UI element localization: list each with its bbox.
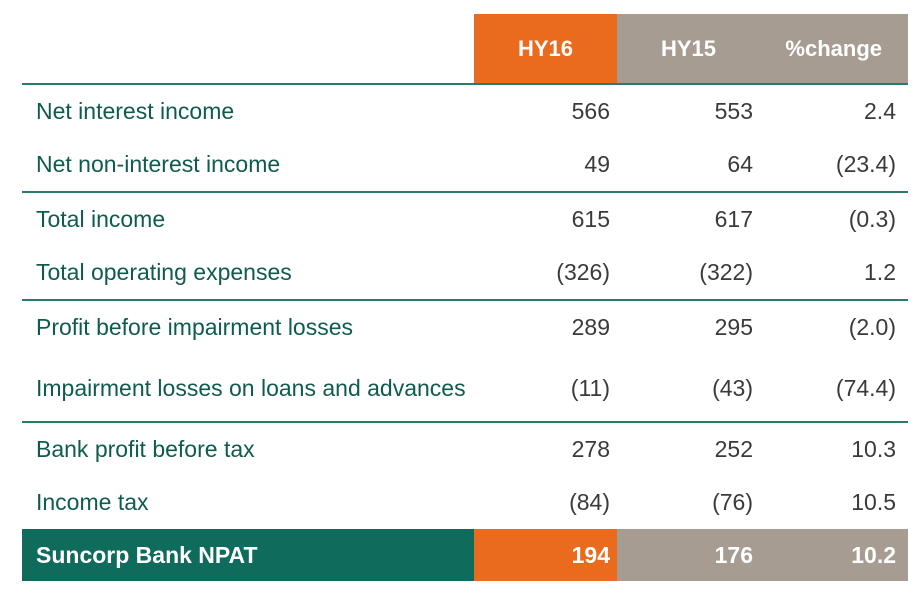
total-change: 10.2: [760, 529, 908, 581]
header-row: HY16 HY15 %change: [22, 14, 908, 85]
row-hy15: (43): [712, 374, 753, 401]
row-label: Income tax: [36, 489, 149, 515]
row-hy16: (84): [569, 489, 610, 515]
total-label: Suncorp Bank NPAT: [22, 529, 474, 581]
row-hy15: 617: [617, 191, 760, 246]
npat-table: HY16 HY15 %change Net interest income 56…: [22, 14, 908, 581]
row-hy16: 278: [474, 421, 617, 476]
row-hy15: (322): [699, 259, 753, 285]
row-label: Bank profit before tax: [22, 421, 474, 476]
row-label: Total operating expenses: [36, 259, 292, 285]
row-hy15: 252: [617, 421, 760, 476]
total-row: Suncorp Bank NPAT 194 176 10.2: [22, 529, 908, 581]
row-label: Profit before impairment losses: [22, 299, 474, 354]
table-row: Net non-interest income 49 64 (23.4): [22, 138, 908, 192]
table-row: Income tax (84) (76) 10.5: [22, 476, 908, 529]
table-row: Total operating expenses (326) (322) 1.2: [22, 246, 908, 300]
row-hy15: 64: [727, 151, 753, 177]
row-change: 10.5: [851, 489, 896, 515]
header-blank: [22, 14, 474, 85]
row-hy15: 295: [617, 299, 760, 354]
row-hy15: 553: [714, 98, 753, 124]
table-row: Profit before impairment losses 289 295 …: [22, 299, 908, 354]
row-label: Impairment losses on loans and advances: [36, 374, 466, 401]
row-hy16: (326): [556, 259, 610, 285]
row-change: (2.0): [760, 299, 908, 354]
table-row: Impairment losses on loans and advances …: [22, 354, 908, 422]
row-change: 2.4: [864, 98, 896, 124]
row-change: (0.3): [760, 191, 908, 246]
row-change: 10.3: [760, 421, 908, 476]
row-change: (74.4): [835, 374, 896, 401]
row-label: Net interest income: [36, 98, 235, 124]
table-row: Net interest income 566 553 2.4: [22, 84, 908, 138]
row-change: 1.2: [864, 259, 896, 285]
total-hy15: 176: [617, 529, 760, 581]
table-row: Bank profit before tax 278 252 10.3: [22, 421, 908, 476]
row-hy16: 566: [571, 98, 610, 124]
header-hy16: HY16: [474, 14, 617, 85]
row-hy16: (11): [570, 374, 610, 401]
total-hy16: 194: [474, 529, 617, 581]
row-label: Net non-interest income: [36, 151, 281, 177]
row-label: Total income: [22, 191, 474, 246]
row-hy16: 289: [474, 299, 617, 354]
row-change: (23.4): [835, 151, 896, 177]
row-hy16: 49: [584, 151, 610, 177]
row-hy15: (76): [712, 489, 753, 515]
row-hy16: 615: [474, 191, 617, 246]
table-row: Total income 615 617 (0.3): [22, 191, 908, 246]
header-change: %change: [760, 14, 908, 85]
header-hy15: HY15: [617, 14, 760, 85]
